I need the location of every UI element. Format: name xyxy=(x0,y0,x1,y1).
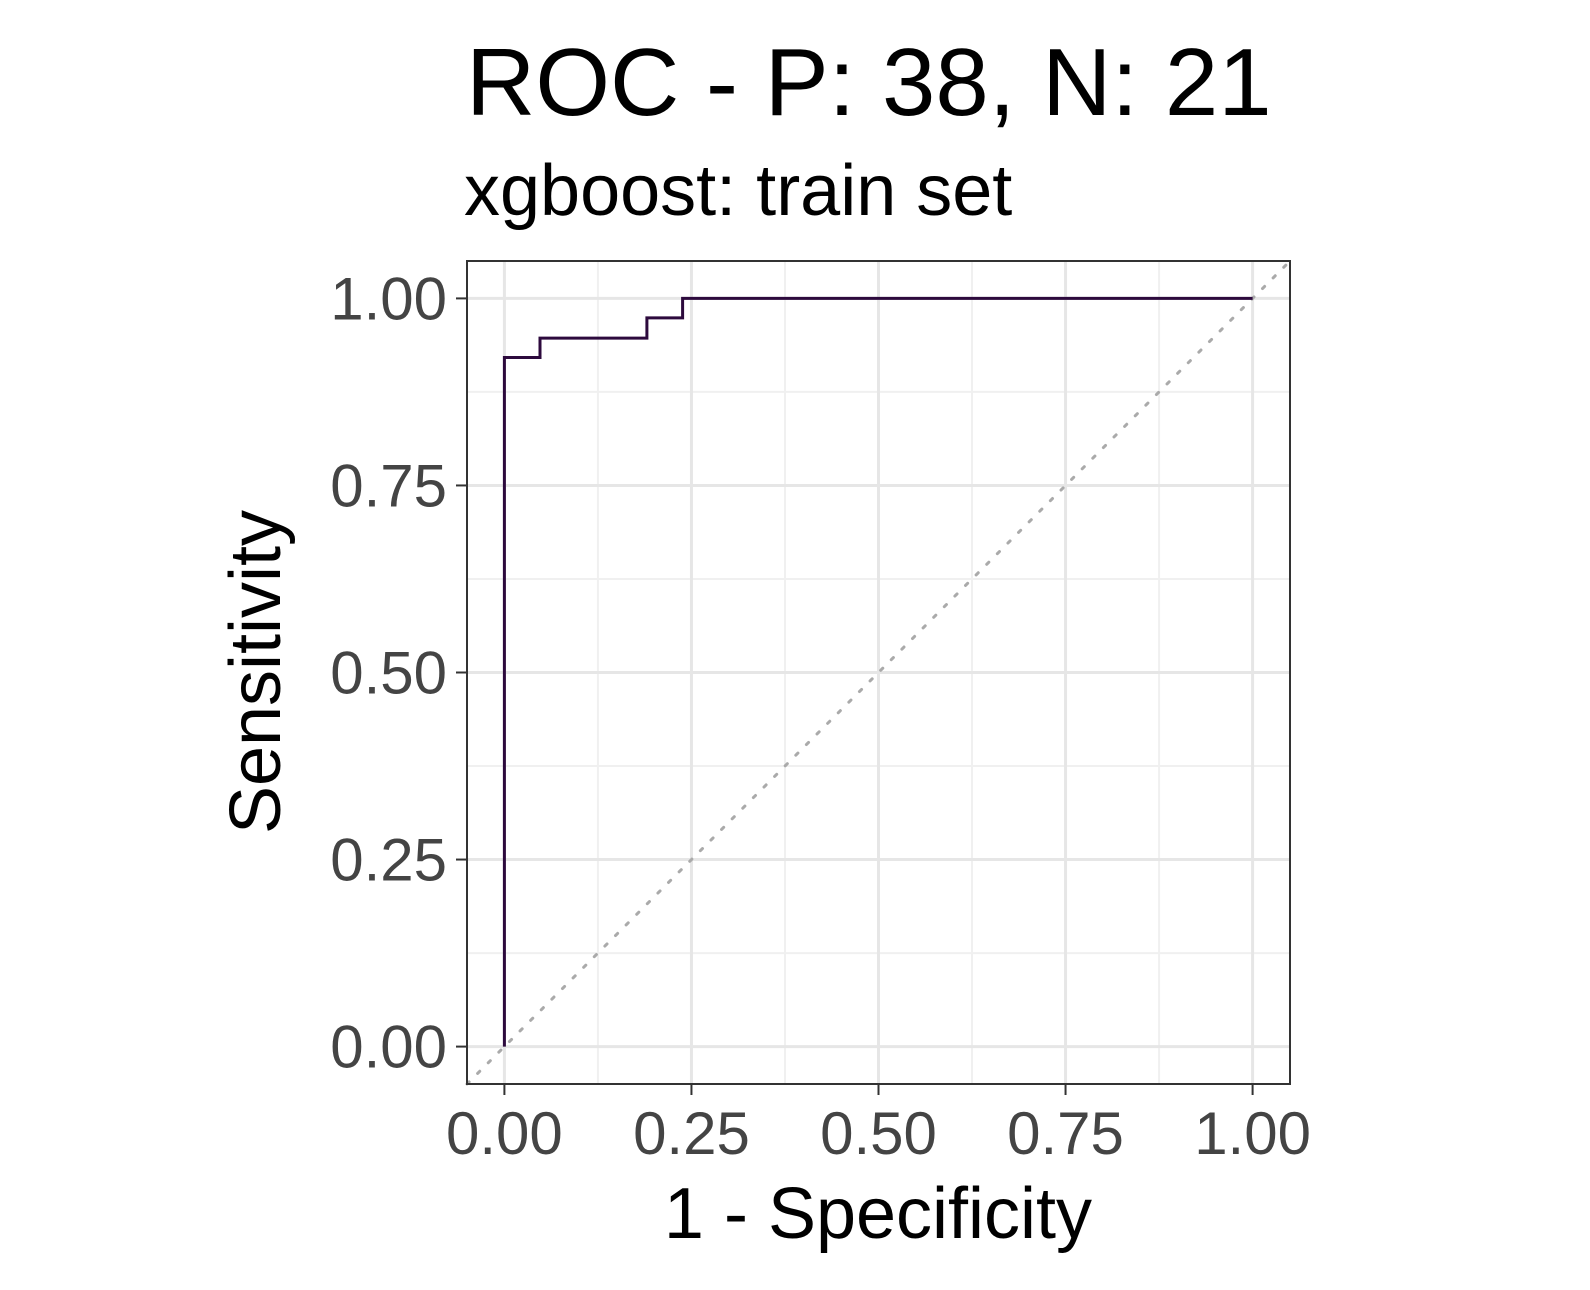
chart-title: ROC - P: 38, N: 21 xyxy=(466,29,1272,136)
x-tick-label: 0.00 xyxy=(446,1100,563,1167)
chart-subtitle: xgboost: train set xyxy=(464,151,1012,231)
y-tick-label: 0.75 xyxy=(330,452,447,519)
y-axis-ticks: 0.00 0.25 0.50 0.75 1.00 xyxy=(330,265,467,1081)
x-tick-label: 0.75 xyxy=(1007,1100,1124,1167)
x-tick-label: 1.00 xyxy=(1194,1100,1311,1167)
x-tick-label: 0.25 xyxy=(633,1100,750,1167)
x-axis-ticks: 0.00 0.25 0.50 0.75 1.00 xyxy=(446,1084,1311,1167)
diagonal-reference-line xyxy=(465,259,1292,1086)
y-tick-label: 0.25 xyxy=(330,827,447,894)
x-tick-label: 0.50 xyxy=(820,1100,937,1167)
y-axis-title: Sensitivity xyxy=(216,510,296,834)
roc-curve-line xyxy=(502,296,1253,1047)
y-tick-label: 0.50 xyxy=(330,640,447,707)
y-tick-label: 0.00 xyxy=(330,1014,447,1081)
x-axis-title: 1 - Specificity xyxy=(664,1174,1092,1254)
y-tick-label: 1.00 xyxy=(330,265,447,332)
diagonal-layer xyxy=(465,259,1292,1086)
series-layer xyxy=(502,296,1253,1047)
